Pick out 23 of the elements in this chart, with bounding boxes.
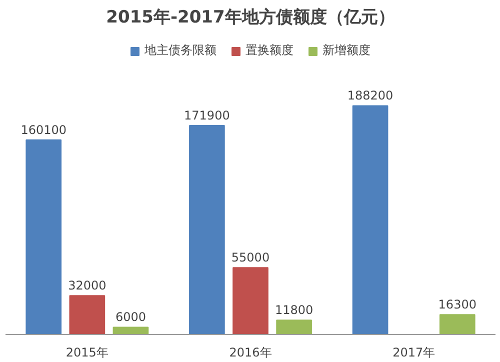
- bar: [69, 295, 106, 334]
- bar: [189, 125, 225, 334]
- data-label: 16300: [438, 298, 476, 312]
- bar: [276, 320, 312, 334]
- data-label: 160100: [20, 122, 67, 137]
- data-label: 55000: [231, 250, 270, 265]
- bar: [439, 314, 476, 334]
- x-tick-label: 2015年: [66, 346, 108, 360]
- bar: [352, 105, 388, 334]
- data-label: 188200: [347, 88, 394, 103]
- legend-label: 新增额度: [322, 42, 370, 59]
- legend-label: 地主债务限额: [144, 42, 216, 59]
- bar: [232, 267, 268, 334]
- bar: [112, 326, 149, 334]
- data-label: 171900: [184, 108, 230, 123]
- chart-title: 2015年-2017年地方债额度（亿元）: [106, 8, 395, 28]
- bar: [26, 139, 62, 334]
- x-tick-label: 2016年: [229, 346, 272, 360]
- data-label: 32000: [68, 278, 106, 293]
- data-label: 11800: [274, 303, 314, 318]
- data-label: 6000: [115, 310, 146, 324]
- legend-label: 置换额度: [246, 42, 294, 59]
- x-tick-label: 2017年: [392, 346, 436, 360]
